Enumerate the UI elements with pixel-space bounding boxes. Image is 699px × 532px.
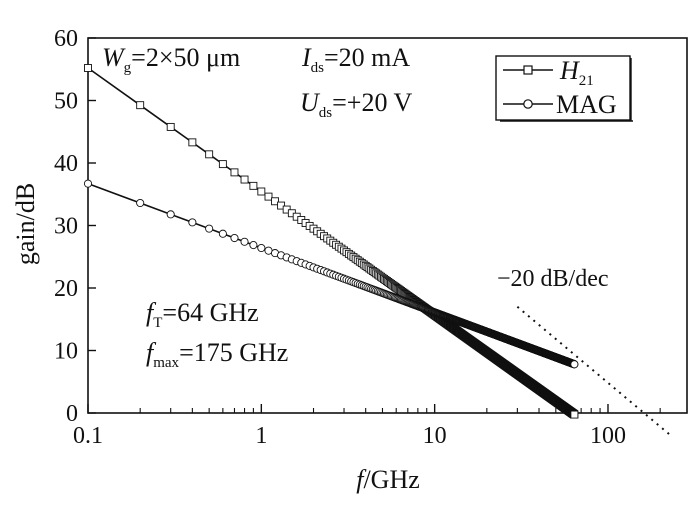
annotation-fmax-symbol: f xyxy=(146,338,157,367)
mag-point-marker xyxy=(166,210,175,219)
reference-line-label: −20 dB/dec xyxy=(497,266,609,292)
annotation-fmax-sub: max xyxy=(153,355,179,371)
h21-point-marker xyxy=(166,122,175,131)
h21-point-marker xyxy=(257,187,266,196)
annotation-uds-sub: ds xyxy=(319,105,333,121)
annotation-ft-value: =64 GHz xyxy=(162,298,258,327)
x-tick-label: 10 xyxy=(423,423,447,449)
annotation-wg-symbol: W xyxy=(102,43,126,72)
annotation-wg-value: =2×50 μm xyxy=(131,43,240,72)
h21-point-marker xyxy=(218,160,227,169)
annotation-fmax: fmax=175 GHz xyxy=(146,338,288,371)
mag-point-marker xyxy=(249,241,258,250)
mag-point-marker xyxy=(257,243,266,253)
annotation-ids-value: =20 mA xyxy=(324,43,410,72)
y-tick-label: 40 xyxy=(54,151,78,177)
reference-line-20db-dec xyxy=(516,305,671,436)
x-tick-label: 1 xyxy=(255,423,267,449)
annotation-ids-symbol: I xyxy=(301,43,312,72)
legend-label-mag: MAG xyxy=(556,90,617,119)
mag-point-marker xyxy=(570,360,579,369)
h21-point-marker xyxy=(240,175,249,184)
y-tick-label: 50 xyxy=(54,89,78,115)
h21-point-marker xyxy=(277,201,286,210)
annotation-wg: Wg=2×50 μm xyxy=(102,43,240,76)
y-tick-label: 0 xyxy=(66,401,78,427)
y-axis-title: gain/dB xyxy=(11,183,40,265)
x-axis-title: f/GHz xyxy=(356,465,420,494)
mag-point-marker xyxy=(188,218,197,227)
annotation-ids: Ids=20 mA xyxy=(301,43,410,76)
legend: H21 MAG xyxy=(495,55,633,122)
legend-label-h21: H xyxy=(559,56,580,85)
legend-item-h21: H21 xyxy=(503,56,594,89)
h21-point-marker xyxy=(271,197,280,206)
x-tick-label: 0.1 xyxy=(73,423,103,449)
h21-point-marker xyxy=(205,150,214,159)
annotation-ids-sub: ds xyxy=(311,60,325,76)
h21-point-marker xyxy=(249,181,258,190)
h21-point-marker xyxy=(230,168,239,177)
y-tick-label: 30 xyxy=(54,214,78,240)
h21-point-marker xyxy=(570,410,579,419)
legend-circle-marker xyxy=(523,99,533,109)
legend-label-h21-sub: 21 xyxy=(579,73,594,89)
series-mag xyxy=(83,179,579,369)
legend-box xyxy=(495,55,631,121)
annotation-ft-symbol: f xyxy=(146,298,157,327)
svg-text:H21: H21 xyxy=(559,56,594,89)
x-tick-label: 100 xyxy=(590,423,626,449)
mag-point-marker xyxy=(205,224,214,233)
mag-point-marker xyxy=(83,179,93,188)
legend-item-mag: MAG xyxy=(503,90,617,119)
axis-ticks: 0 10 20 30 40 50 60 0.1 1 10 100 xyxy=(54,26,661,449)
x-axis-title-unit: /GHz xyxy=(363,465,419,494)
x-axis-title-symbol: f xyxy=(356,465,367,494)
h21-point-marker xyxy=(264,192,273,201)
y-tick-label: 20 xyxy=(54,276,78,302)
annotation-uds-symbol: U xyxy=(300,88,321,117)
mag-point-marker xyxy=(230,233,239,243)
annotation-uds-value: =+20 V xyxy=(332,88,412,117)
h21-point-marker xyxy=(84,64,92,72)
y-tick-label: 60 xyxy=(54,26,78,52)
annotation-fmax-value: =175 GHz xyxy=(179,338,288,367)
annotation-wg-sub: g xyxy=(124,60,132,76)
h21-point-marker xyxy=(136,101,145,110)
annotation-ft-sub: T xyxy=(153,315,162,331)
legend-square-marker xyxy=(523,65,533,75)
mag-point-marker xyxy=(218,229,227,238)
mag-point-marker xyxy=(136,198,145,208)
annotation-uds: Uds=+20 V xyxy=(300,88,412,121)
annotation-ft: fT=64 GHz xyxy=(146,298,259,331)
h21-point-marker xyxy=(188,138,197,147)
y-tick-label: 10 xyxy=(54,339,78,365)
mag-point-marker xyxy=(240,237,249,246)
